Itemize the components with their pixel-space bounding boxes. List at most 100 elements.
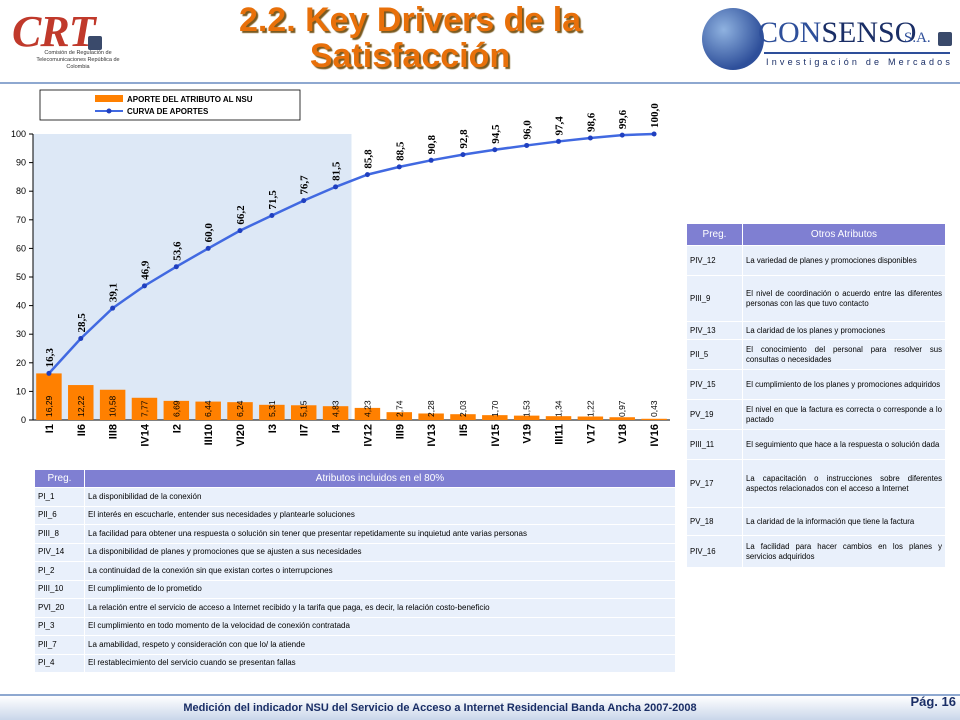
category-label: I1: [44, 424, 56, 433]
attribute-cell: El cumplimiento de los planes y promocio…: [742, 369, 946, 400]
question-code-cell: PIV_12: [686, 245, 743, 276]
table-row: PIV_16 La facilidad para hacer cambios en…: [686, 535, 946, 568]
question-code-cell: PII_5: [686, 339, 743, 370]
attribute-cell: La variedad de planes y promociones disp…: [742, 245, 946, 276]
attribute-cell: El nivel de coordinación o acuerdo entre…: [742, 275, 946, 322]
question-code-cell: PIV_13: [686, 321, 743, 340]
category-label: I3: [267, 424, 279, 433]
bar-value-label: 2,28: [426, 400, 436, 417]
legend-bar-label: APORTE DEL ATRIBUTO AL NSU: [127, 95, 253, 104]
table-row: PIII_8 La facilidad para obtener una resp…: [34, 524, 676, 544]
bar-value-label: 0,43: [649, 400, 659, 417]
bar-value-label: 6,44: [203, 400, 213, 417]
cumulative-value-label: 46,9: [139, 260, 151, 280]
attribute-cell: La claridad de la información que tiene …: [742, 507, 946, 536]
attribute-cell: El cumplimiento en todo momento de la ve…: [84, 616, 676, 636]
question-code-cell: PI_4: [34, 653, 85, 673]
question-code-cell: PII_7: [34, 635, 85, 655]
bar-value-label: 1,34: [554, 400, 564, 417]
bar-value-label: 1,70: [490, 400, 500, 417]
question-code-cell: PVI_20: [34, 598, 85, 618]
crt-logo-subtitle: Comisión de Regulación de Telecomunicaci…: [36, 50, 120, 70]
bar: [36, 373, 62, 420]
cumulative-point: [651, 131, 657, 137]
shaded-80-region: [33, 134, 352, 420]
table-row: PIV_13 La claridad de los planes y promoc…: [686, 321, 946, 340]
cumulative-value-label: 71,5: [267, 190, 279, 210]
cumulative-value-label: 60,0: [203, 223, 215, 243]
cumulative-value-label: 98,6: [585, 112, 597, 132]
table-row: PI_3 El cumplimiento en todo momento de l…: [34, 616, 676, 636]
table-header-cell: Preg.: [686, 223, 743, 246]
legend-line-marker: [106, 108, 112, 114]
cumulative-point: [587, 135, 593, 141]
page-title-line1: 2.2. Key Drivers de la: [238, 1, 582, 39]
cumulative-point: [301, 198, 307, 204]
table-row: PV_19 El nivel en que la factura es corre…: [686, 399, 946, 430]
cumulative-point: [364, 172, 370, 178]
question-code-cell: PIV_15: [686, 369, 743, 400]
bar-value-label: 0,97: [617, 400, 627, 417]
category-label: III10: [203, 424, 215, 445]
included-attributes-body: PI_1 La disponibilidad de la conexión PII_…: [34, 487, 676, 673]
category-label: III9: [394, 424, 406, 439]
bar-value-label: 1,22: [585, 400, 595, 417]
attribute-cell: La relación entre el servicio de acceso …: [84, 598, 676, 618]
cumulative-value-label: 99,6: [617, 109, 629, 129]
bar: [609, 417, 635, 420]
bar-value-label: 12,22: [76, 395, 86, 417]
category-label: II5: [458, 424, 470, 436]
table-row: PII_5 El conocimiento del personal para r…: [686, 339, 946, 370]
table-header-cell: Otros Atributos: [742, 223, 946, 246]
category-label: VI20: [235, 424, 247, 447]
question-code-cell: PII_6: [34, 505, 85, 525]
consenso-logo: CONSENSO S.A. Investigación de Mercados: [698, 6, 954, 78]
attribute-cell: La facilidad para obtener una respuesta …: [84, 524, 676, 544]
consenso-rule: [764, 52, 950, 54]
cumulative-value-label: 85,8: [362, 149, 374, 169]
bar: [450, 414, 476, 420]
table-row: PIII_11 El seguimiento que hace a la resp…: [686, 429, 946, 460]
cumulative-value-label: 76,7: [299, 175, 311, 195]
bar: [386, 412, 413, 420]
cumulative-point: [78, 335, 84, 341]
cumulative-point: [619, 132, 625, 138]
bar-value-label: 2,03: [458, 400, 468, 417]
table-header-row: Preg. Atributos incluidos en el 80%: [34, 469, 676, 488]
table-row: PIII_10 El cumplimiento de lo prometido: [34, 579, 676, 599]
table-header-row: Preg. Otros Atributos: [686, 223, 946, 246]
bar: [577, 416, 604, 420]
y-tick-label: 100: [11, 129, 26, 139]
page-title-line2: Satisfacción: [309, 37, 511, 75]
legend-box: [39, 89, 301, 121]
cumulative-value-label: 16,3: [44, 348, 56, 368]
table-row: PV_17 La capacitación o instrucciones sob…: [686, 459, 946, 508]
cumulative-point: [110, 305, 116, 311]
y-tick-label: 0: [21, 415, 26, 425]
attribute-cell: La capacitación o instrucciones sobre di…: [742, 459, 946, 508]
question-code-cell: PIV_14: [34, 542, 85, 562]
question-code-cell: PV_17: [686, 459, 743, 508]
table-row: PIV_12 La variedad de planes y promocione…: [686, 245, 946, 276]
crt-logo-word: CRT: [12, 7, 96, 56]
table-row: PV_18 La claridad de la información que t…: [686, 507, 946, 536]
bar-value-label: 4,23: [362, 400, 372, 417]
table-row: PI_1 La disponibilidad de la conexión: [34, 487, 676, 507]
cumulative-value-label: 97,4: [554, 116, 566, 136]
category-label: V18: [617, 424, 629, 444]
cumulative-value-label: 81,5: [331, 161, 343, 181]
bar-value-label: 6,69: [171, 400, 181, 417]
consenso-word-b: SENSO: [821, 16, 917, 49]
consenso-badge-icon: [938, 32, 952, 46]
bar: [131, 397, 158, 420]
attribute-cell: La continuidad de la conexión sin que ex…: [84, 561, 676, 581]
attribute-cell: El interés en escucharle, entender sus n…: [84, 505, 676, 525]
y-tick-label: 10: [16, 386, 26, 396]
header-divider: [0, 82, 960, 84]
question-code-cell: PIV_16: [686, 535, 743, 568]
cumulative-value-label: 53,6: [171, 241, 183, 261]
y-tick-label: 80: [16, 186, 26, 196]
category-label: IV13: [426, 424, 438, 447]
attribute-cell: El cumplimiento de lo prometido: [84, 579, 676, 599]
crt-logo: CRT Comisión de Regulación de Telecomuni…: [8, 6, 128, 80]
